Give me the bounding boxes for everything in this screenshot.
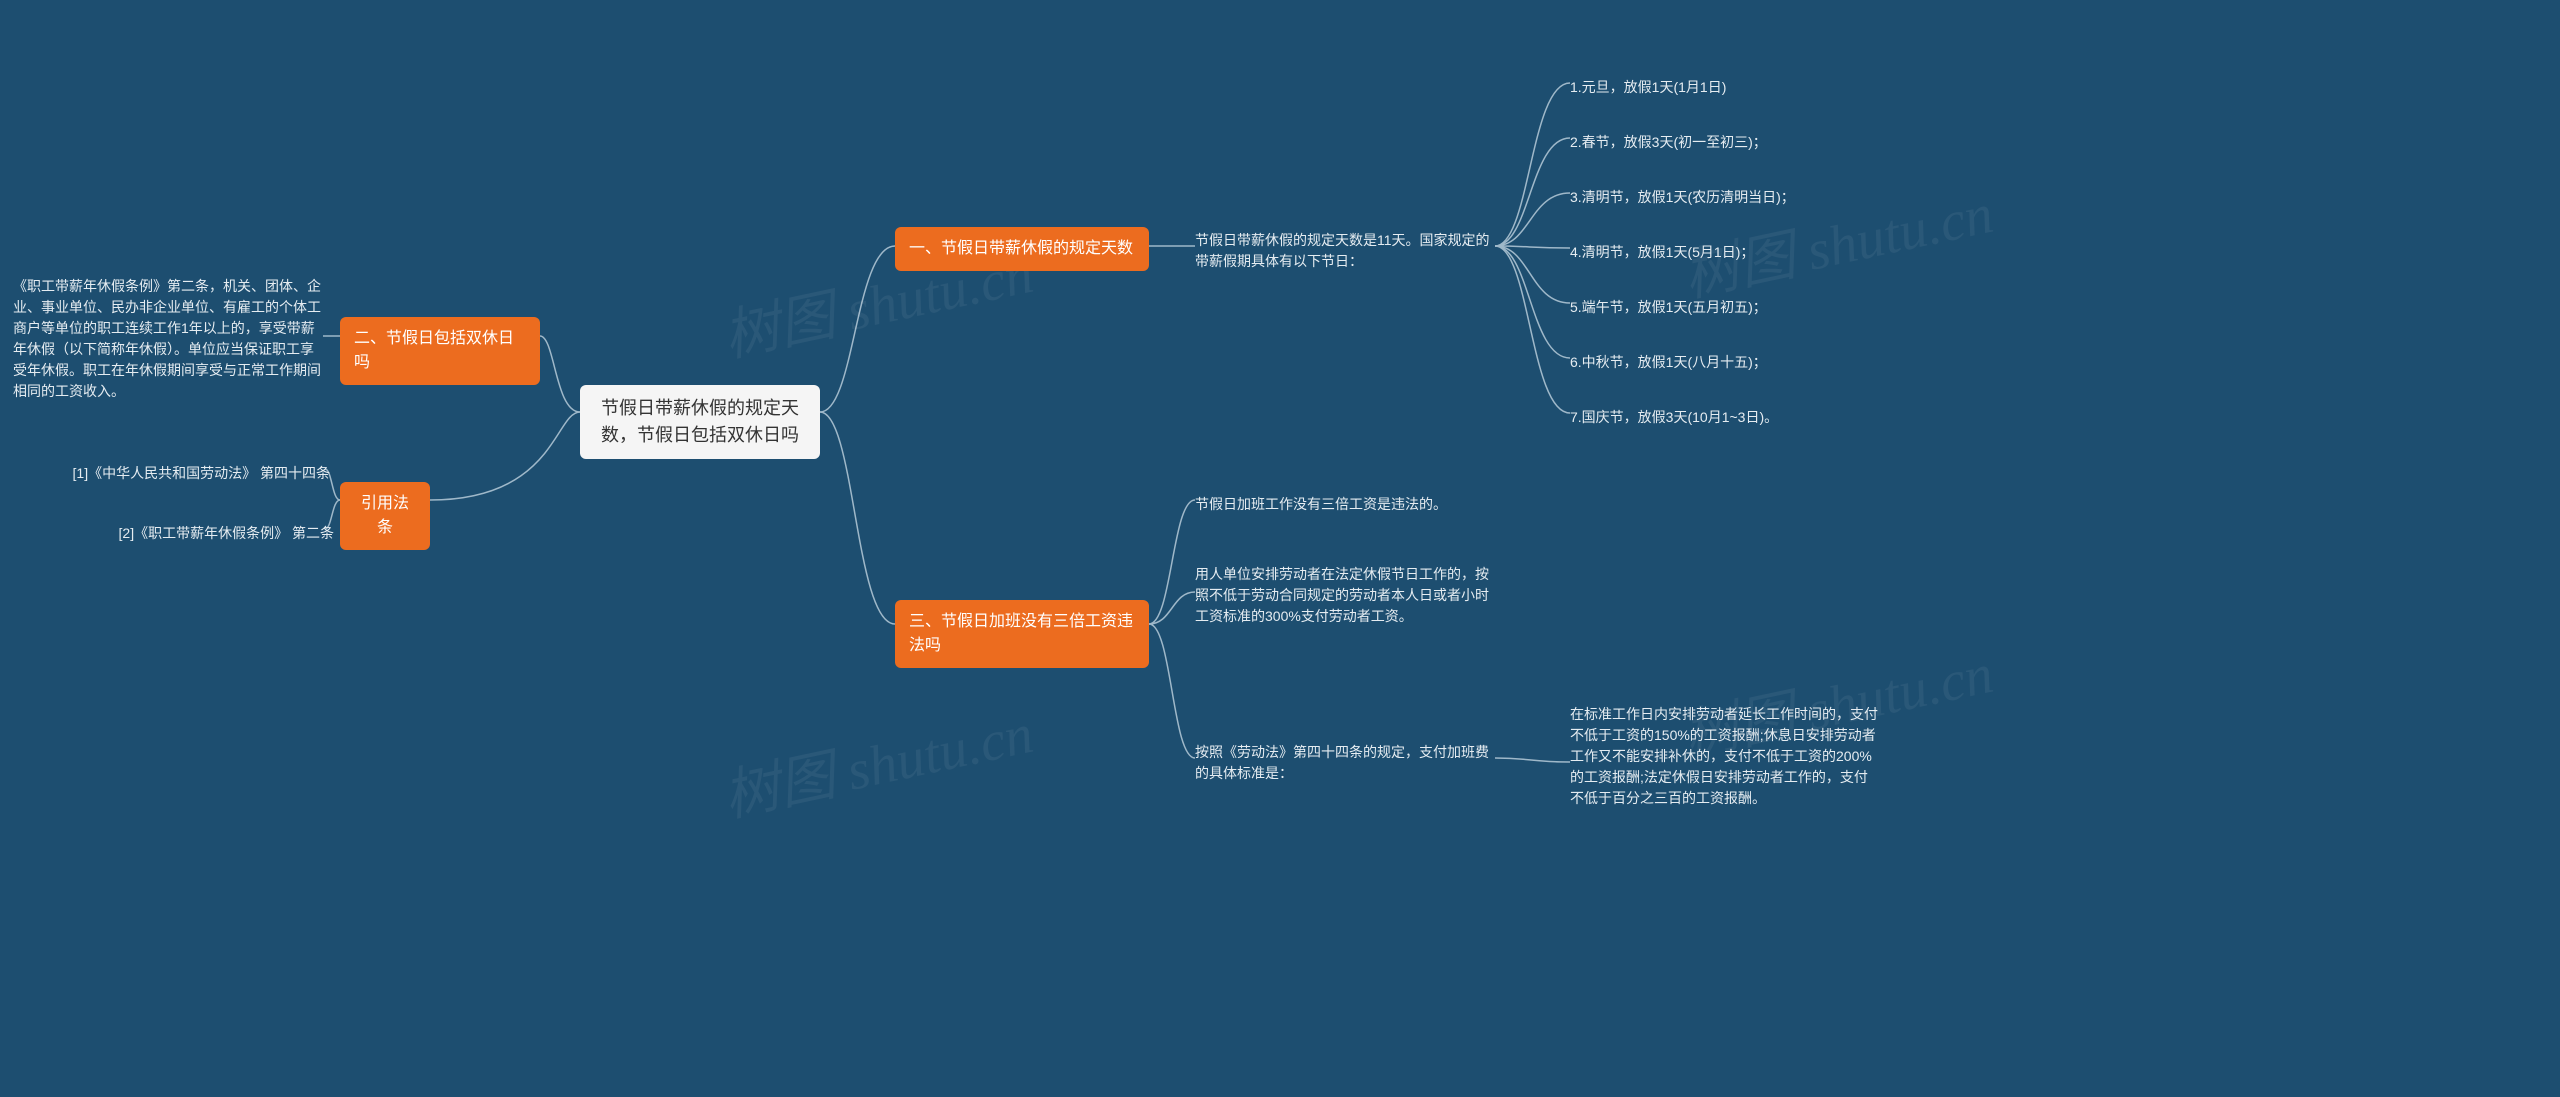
branch-1-leaf: 5.端午节，放假1天(五月初五)； xyxy=(1570,293,1767,322)
branch-1-desc: 节假日带薪休假的规定天数是11天。国家规定的带薪假期具体有以下节日： xyxy=(1195,226,1495,276)
branch-1-leaf: 4.清明节，放假1天(5月1日)； xyxy=(1570,238,1754,267)
branch-3-leaf-sub: 在标准工作日内安排劳动者延长工作时间的，支付不低于工资的150%的工资报酬;休息… xyxy=(1570,700,1880,813)
branch-2-desc: 《职工带薪年休假条例》第二条，机关、团体、企业、事业单位、民办非企业单位、有雇工… xyxy=(13,272,323,406)
branch-1-leaf: 7.国庆节，放假3天(10月1~3日)。 xyxy=(1570,403,1778,432)
branch-3-leaf: 用人单位安排劳动者在法定休假节日工作的，按照不低于劳动合同规定的劳动者本人日或者… xyxy=(1195,560,1495,631)
branch-ref-leaf: [2]《职工带薪年休假条例》 第二条 xyxy=(94,519,334,548)
branch-ref-leaf: [1]《中华人民共和国劳动法》 第四十四条 xyxy=(50,459,330,488)
branch-3-leaf: 节假日加班工作没有三倍工资是违法的。 xyxy=(1195,490,1495,519)
branch-3-leaf: 按照《劳动法》第四十四条的规定，支付加班费的具体标准是： xyxy=(1195,738,1495,788)
branch-1-leaf: 2.春节，放假3天(初一至初三)； xyxy=(1570,128,1767,157)
branch-1-leaf: 3.清明节，放假1天(农历清明当日)； xyxy=(1570,183,1795,212)
branch-1-leaf: 6.中秋节，放假1天(八月十五)； xyxy=(1570,348,1767,377)
branch-ref[interactable]: 引用法条 xyxy=(340,482,430,550)
branch-2[interactable]: 二、节假日包括双休日吗 xyxy=(340,317,540,385)
watermark: 树图 shutu.cn xyxy=(715,688,1039,833)
root-node[interactable]: 节假日带薪休假的规定天数，节假日包括双休日吗 xyxy=(580,385,820,459)
branch-3[interactable]: 三、节假日加班没有三倍工资违法吗 xyxy=(895,600,1149,668)
branch-1-leaf: 1.元旦，放假1天(1月1日) xyxy=(1570,73,1726,102)
branch-1[interactable]: 一、节假日带薪休假的规定天数 xyxy=(895,227,1149,271)
